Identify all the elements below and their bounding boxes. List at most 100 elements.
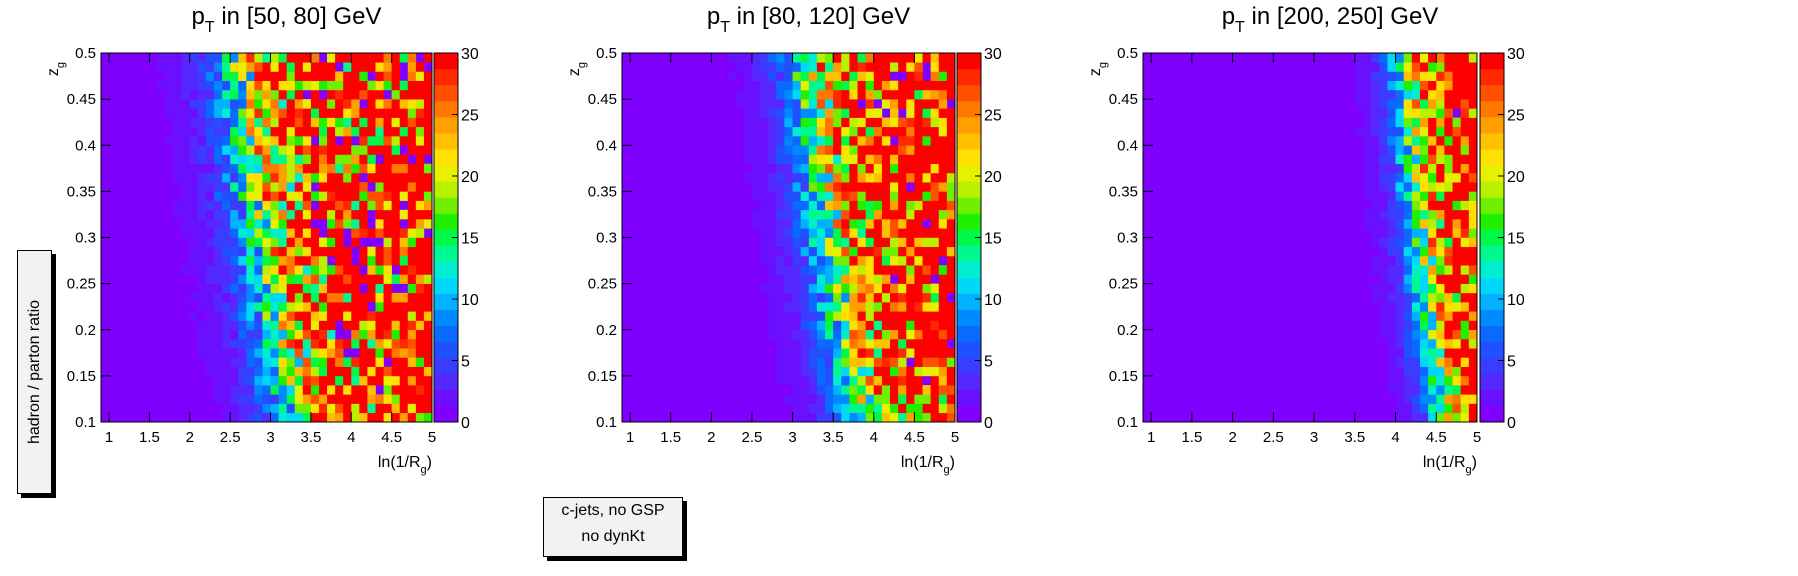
heatmap-cell (335, 274, 344, 284)
heatmap-cell (1452, 71, 1462, 81)
heatmap-cell (857, 219, 866, 229)
heatmap-cell (1403, 71, 1413, 81)
heatmap-cell (246, 209, 255, 220)
colorbar-segment (957, 261, 981, 278)
heatmap-cell (930, 200, 940, 211)
heatmap-cell (841, 311, 850, 321)
heatmap-cell (881, 219, 891, 229)
heatmap-cell (816, 357, 826, 367)
heatmap-cell (351, 89, 360, 100)
heatmap-cell (423, 182, 433, 192)
heatmap-cell (1452, 311, 1462, 321)
heatmap-cell (938, 154, 948, 165)
heatmap-cell (1371, 80, 1380, 91)
heatmap-cell (1436, 172, 1445, 183)
heatmap-cell (1395, 311, 1404, 321)
heatmap-cell (857, 366, 866, 377)
heatmap-cell (1379, 154, 1388, 165)
heatmap-cell (302, 117, 312, 128)
heatmap-cell (865, 255, 875, 266)
heatmap-cell (383, 274, 392, 284)
heatmap-cell (222, 302, 231, 312)
heatmap-cell (383, 62, 392, 72)
heatmap-cell (841, 154, 850, 165)
heatmap-cell (1362, 117, 1372, 128)
heatmap-cell (383, 375, 392, 386)
heatmap-cell (375, 191, 384, 201)
heatmap-cell (294, 209, 304, 220)
heatmap-cell (1395, 172, 1404, 183)
heatmap-cell (1371, 117, 1380, 128)
heatmap-cell (800, 136, 810, 146)
heatmap-cell (327, 375, 336, 386)
heatmap-cell (230, 62, 239, 72)
heatmap-cell (246, 274, 255, 284)
heatmap-cell (286, 182, 296, 192)
heatmap-cell (286, 136, 296, 146)
heatmap-cell (407, 403, 417, 414)
heatmap-cell (808, 154, 818, 165)
heatmap-cell (1395, 283, 1404, 294)
heatmap-cell (367, 292, 376, 303)
heatmap-cell (906, 394, 915, 404)
heatmap-cell (310, 62, 320, 72)
heatmap-cell (1460, 265, 1470, 275)
heatmap-cell (383, 209, 392, 220)
heatmap-cell (857, 348, 866, 358)
heatmap-cell (359, 154, 368, 165)
heatmap-cell (214, 117, 223, 128)
heatmap-cell (849, 71, 858, 81)
heatmap-cell (930, 265, 940, 275)
heatmap-cell (407, 200, 417, 211)
heatmap-cell (173, 62, 183, 72)
heatmap-cell (898, 145, 907, 155)
heatmap-cell (1444, 200, 1453, 211)
colorbar-segment (434, 181, 458, 198)
heatmap-cell (310, 53, 320, 63)
heatmap-cell (922, 265, 931, 275)
heatmap-cell (922, 412, 931, 423)
heatmap-cell (1436, 274, 1445, 284)
heatmap-cell (1403, 228, 1413, 238)
heatmap-cell (383, 182, 392, 192)
heatmap-cell (375, 209, 384, 220)
heatmap-cell (238, 126, 247, 137)
heatmap-cell (423, 311, 433, 321)
heatmap-cell (375, 126, 384, 137)
heatmap-cell (946, 191, 956, 201)
heatmap-cell (189, 228, 199, 238)
heatmap-cell (246, 117, 255, 128)
heatmap-cell (197, 126, 207, 137)
heatmap-cell (1403, 385, 1413, 395)
colorbar-segment (957, 53, 981, 70)
heatmap-cell (302, 191, 312, 201)
heatmap-cell (254, 80, 263, 91)
heatmap-cell (776, 255, 785, 266)
heatmap-cell (768, 302, 777, 312)
heatmap-cell (1419, 329, 1429, 340)
heatmap-cell (359, 191, 368, 201)
heatmap-cell (230, 329, 239, 340)
y-tick-label: 0.3 (596, 230, 617, 247)
colorbar-segment (957, 373, 981, 391)
heatmap-cell (906, 219, 915, 229)
heatmap-cell (898, 200, 907, 211)
heatmap-cell (914, 265, 923, 275)
heatmap-cell (391, 71, 400, 81)
heatmap-cell (890, 366, 899, 377)
heatmap-cell (881, 357, 891, 367)
heatmap-cell (808, 348, 818, 358)
heatmap-cell (776, 219, 785, 229)
heatmap-cell (1411, 80, 1421, 91)
heatmap-cell (906, 172, 915, 183)
heatmap-cell (327, 99, 336, 109)
heatmap-cell (222, 228, 231, 238)
heatmap-cell (327, 219, 336, 229)
heatmap-cell (375, 163, 384, 174)
heatmap-cell (857, 394, 866, 404)
heatmap-cell (270, 329, 279, 340)
heatmap-cell (890, 292, 899, 303)
heatmap-cell (1436, 145, 1445, 155)
heatmap-cell (383, 154, 392, 165)
heatmap-cell (841, 182, 850, 192)
